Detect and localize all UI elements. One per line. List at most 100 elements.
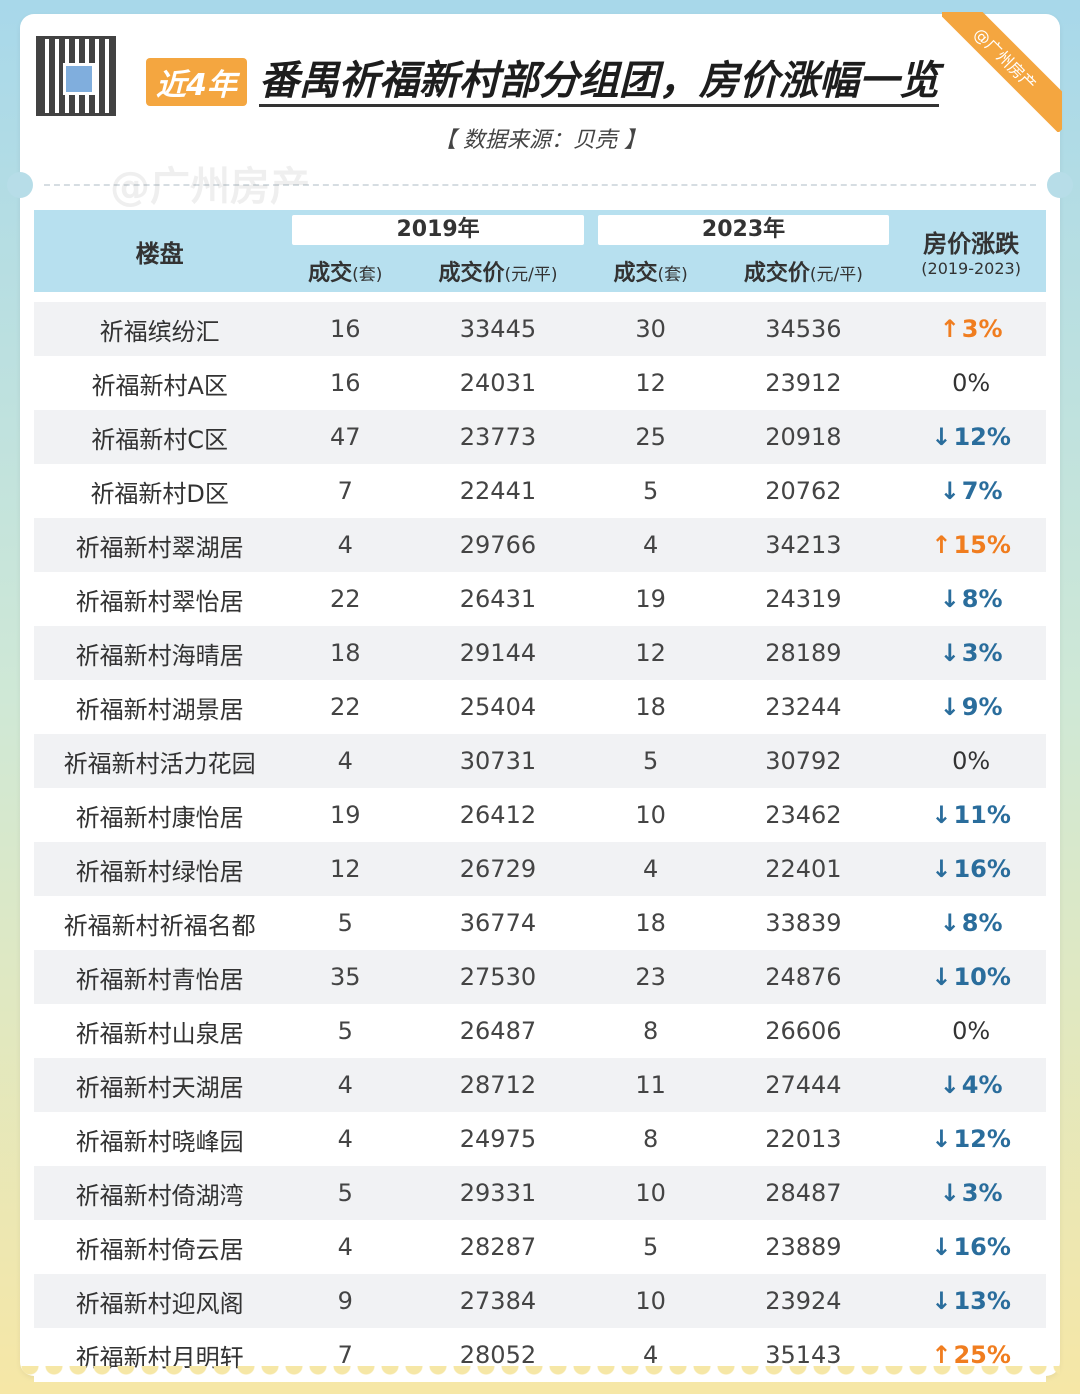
- cell-deals-2019: 4: [285, 1058, 406, 1112]
- table-row: 祈福新村天湖居 4 28712 11 27444 ↓4%: [34, 1058, 1046, 1112]
- title-badge: 近4年: [146, 58, 247, 106]
- cell-deals-2023: 10: [590, 788, 711, 842]
- cell-deals-2019: 4: [285, 1112, 406, 1166]
- cell-name: 祈福新村迎风阁: [34, 1274, 286, 1328]
- change-percent: 12%: [953, 423, 1011, 451]
- cell-change: ↓4%: [896, 1058, 1046, 1112]
- cell-name: 祈福新村康怡居: [34, 788, 286, 842]
- cell-price-2019: 28712: [405, 1058, 591, 1112]
- change-percent: 25%: [953, 1341, 1011, 1369]
- change-percent: 16%: [953, 855, 1011, 883]
- ribbon-text: @广州房产: [942, 12, 1062, 132]
- cell-price-2019: 28287: [405, 1220, 591, 1274]
- cell-change: ↑15%: [896, 518, 1046, 572]
- cell-name: 祈福新村A区: [34, 356, 286, 410]
- arrow-down-icon: ↓: [939, 909, 960, 937]
- cell-deals-2023: 4: [590, 842, 711, 896]
- arrow-down-icon: ↓: [939, 585, 960, 613]
- change-value: ↓9%: [940, 693, 1003, 721]
- cell-deals-2019: 16: [285, 302, 406, 356]
- change-value: ↑25%: [931, 1341, 1011, 1369]
- table-row: 祈福新村山泉居 5 26487 8 26606 0%: [34, 1004, 1046, 1058]
- cell-price-2023: 27444: [710, 1058, 897, 1112]
- change-percent: 11%: [953, 801, 1011, 829]
- cell-price-2019: 26487: [405, 1004, 591, 1058]
- title-text: 番禺祈福新村部分组团，房价涨幅一览: [258, 58, 939, 107]
- cell-deals-2023: 12: [590, 356, 711, 410]
- cell-deals-2023: 18: [590, 896, 711, 950]
- table-row: 祈福新村倚湖湾 5 29331 10 28487 ↓3%: [34, 1166, 1046, 1220]
- infographic-card: @广州房产 近4年 番禺祈福新村部分组团，房价涨幅一览 【 数据来源：贝壳 】 …: [7, 12, 1073, 1382]
- change-percent: 3%: [961, 315, 1003, 343]
- cell-price-2023: 33839: [710, 896, 897, 950]
- cell-price-2023: 24876: [710, 950, 897, 1004]
- cell-change: ↓12%: [896, 410, 1046, 464]
- cell-price-2023: 23462: [710, 788, 897, 842]
- arrow-down-icon: ↓: [931, 423, 952, 451]
- change-value: 0%: [952, 1017, 990, 1045]
- arrow-down-icon: ↓: [931, 1125, 952, 1153]
- change-percent: 15%: [953, 531, 1011, 559]
- page-title: 近4年 番禺祈福新村部分组团，房价涨幅一览: [146, 52, 939, 112]
- change-percent: 4%: [961, 1071, 1003, 1099]
- cell-price-2019: 24031: [405, 356, 591, 410]
- cell-price-2019: 36774: [405, 896, 591, 950]
- cell-deals-2023: 23: [590, 950, 711, 1004]
- table-row: 祈福新村C区 47 23773 25 20918 ↓12%: [34, 410, 1046, 464]
- cell-name: 祈福新村湖景居: [34, 680, 286, 734]
- change-value: ↓4%: [940, 1071, 1003, 1099]
- cell-change: ↓10%: [896, 950, 1046, 1004]
- cell-name: 祈福新村D区: [34, 464, 286, 518]
- arrow-down-icon: ↓: [939, 639, 960, 667]
- header-loupan: 楼盘: [34, 210, 286, 292]
- header-2019: 2019年: [285, 210, 591, 250]
- cell-name: 祈福新村祈福名都: [34, 896, 286, 950]
- cell-price-2023: 24319: [710, 572, 897, 626]
- qr-code-icon: [36, 36, 116, 116]
- table-row: 祈福新村倚云居 4 28287 5 23889 ↓16%: [34, 1220, 1046, 1274]
- cell-change: ↓13%: [896, 1274, 1046, 1328]
- cell-name: 祈福新村倚湖湾: [34, 1166, 286, 1220]
- cell-change: ↓7%: [896, 464, 1046, 518]
- cell-name: 祈福新村山泉居: [34, 1004, 286, 1058]
- cell-deals-2019: 18: [285, 626, 406, 680]
- cell-price-2019: 29331: [405, 1166, 591, 1220]
- cell-price-2023: 28189: [710, 626, 897, 680]
- cell-price-2019: 24975: [405, 1112, 591, 1166]
- cell-deals-2023: 10: [590, 1166, 711, 1220]
- cell-deals-2019: 5: [285, 1004, 406, 1058]
- arrow-up-icon: ↑: [939, 315, 960, 343]
- table-row: 祈福新村翠湖居 4 29766 4 34213 ↑15%: [34, 518, 1046, 572]
- cell-change: ↓16%: [896, 1220, 1046, 1274]
- cell-deals-2019: 4: [285, 1220, 406, 1274]
- cell-deals-2019: 19: [285, 788, 406, 842]
- change-value: ↑3%: [940, 315, 1003, 343]
- cell-deals-2023: 5: [590, 464, 711, 518]
- cell-change: ↓9%: [896, 680, 1046, 734]
- header-deals-2019: 成交(套): [285, 250, 406, 292]
- price-table: 楼盘 2019年 2023年 房价涨跌 (2019-2023) 成交(套) 成交…: [34, 210, 1046, 1382]
- cell-price-2023: 34213: [710, 518, 897, 572]
- table-row: 祈福缤纷汇 16 33445 30 34536 ↑3%: [34, 302, 1046, 356]
- corner-ribbon: @广州房产: [942, 12, 1062, 132]
- cell-change: ↓3%: [896, 626, 1046, 680]
- cell-name: 祈福新村翠湖居: [34, 518, 286, 572]
- cell-deals-2019: 22: [285, 572, 406, 626]
- cell-change: ↓11%: [896, 788, 1046, 842]
- cell-deals-2019: 5: [285, 896, 406, 950]
- table-row: 祈福新村青怡居 35 27530 23 24876 ↓10%: [34, 950, 1046, 1004]
- table-row: 祈福新村绿怡居 12 26729 4 22401 ↓16%: [34, 842, 1046, 896]
- change-percent: 16%: [953, 1233, 1011, 1261]
- cell-deals-2019: 47: [285, 410, 406, 464]
- table-body: 祈福缤纷汇 16 33445 30 34536 ↑3% 祈福新村A区 16 24031 12 239…: [34, 302, 1046, 1382]
- cell-deals-2019: 22: [285, 680, 406, 734]
- table-row: 祈福新村迎风阁 9 27384 10 23924 ↓13%: [34, 1274, 1046, 1328]
- cell-deals-2023: 5: [590, 734, 711, 788]
- arrow-down-icon: ↓: [931, 855, 952, 883]
- change-value: 0%: [952, 747, 990, 775]
- arrow-down-icon: ↓: [939, 1071, 960, 1099]
- cell-change: 0%: [896, 356, 1046, 410]
- table-row: 祈福新村A区 16 24031 12 23912 0%: [34, 356, 1046, 410]
- cell-price-2019: 26729: [405, 842, 591, 896]
- cell-name: 祈福新村海晴居: [34, 626, 286, 680]
